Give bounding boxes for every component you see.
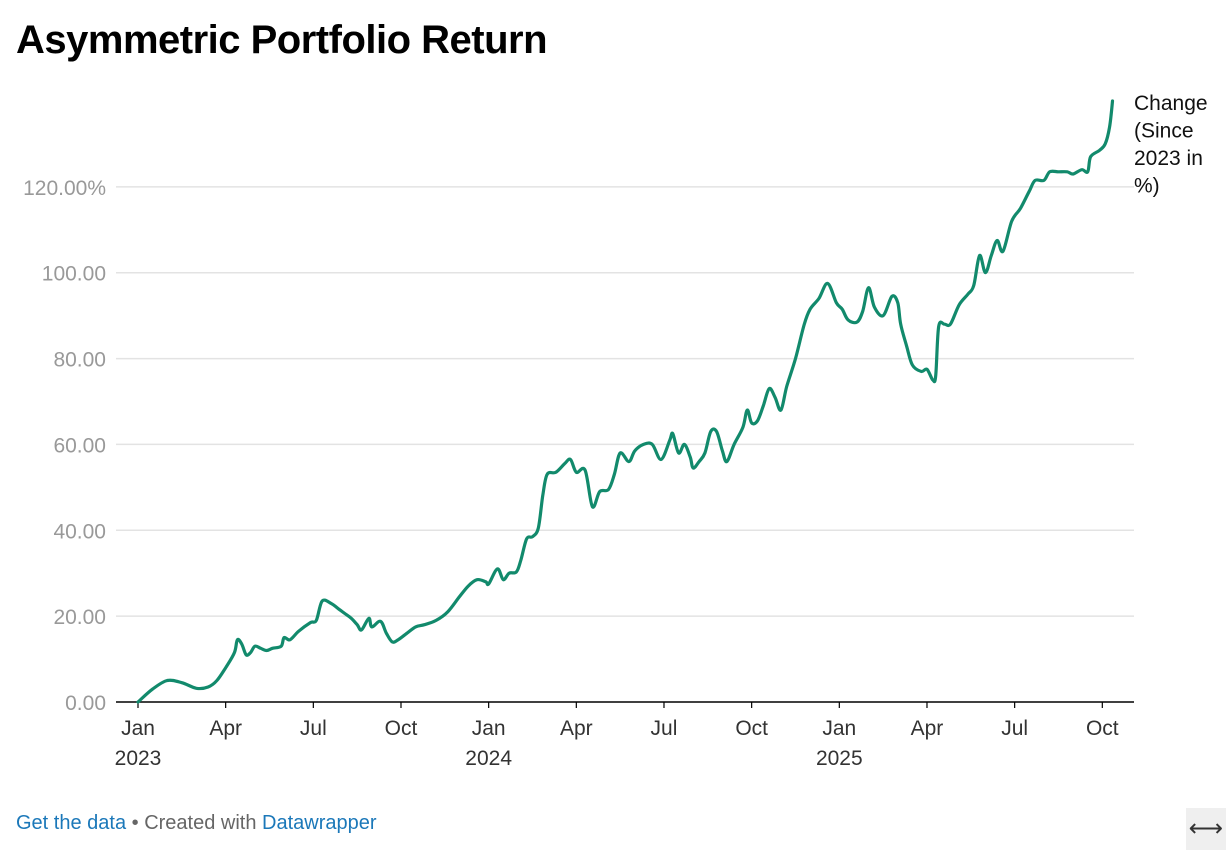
y-tick-label: 80.00 (53, 349, 106, 372)
x-tick-label: Jul (1001, 717, 1028, 740)
series-label-line: 2023 in (1134, 147, 1203, 170)
x-tick-label: Oct (385, 717, 418, 740)
series-label-line: (Since (1134, 120, 1194, 143)
expand-arrows-icon[interactable]: ⟷ (1186, 808, 1226, 850)
x-tick-year-label: 2023 (115, 747, 162, 770)
x-tick-label: Apr (209, 717, 242, 740)
series-label: Change (Since 2023 in%) (1134, 92, 1208, 198)
series-label-line: Change (1134, 92, 1208, 115)
series-label-line: %) (1134, 175, 1160, 198)
chart-title: Asymmetric Portfolio Return (16, 18, 548, 62)
series-line-change (136, 99, 1115, 704)
x-tick-label: Jan (472, 717, 506, 740)
datawrapper-link[interactable]: Datawrapper (262, 812, 377, 834)
x-tick-label: Jan (822, 717, 856, 740)
x-tick-label: Apr (560, 717, 593, 740)
y-tick-label: 40.00 (53, 520, 106, 543)
y-tick-label: 20.00 (53, 606, 106, 629)
y-tick-label: 0.00 (65, 692, 106, 715)
get-the-data-link[interactable]: Get the data (16, 812, 127, 834)
x-tick-label: Oct (735, 717, 768, 740)
y-tick-label: 100.00 (42, 263, 106, 286)
y-tick-label: 60.00 (53, 434, 106, 457)
x-tick-year-label: 2024 (465, 747, 512, 770)
gridlines (116, 186, 1134, 617)
x-tick-label: Apr (911, 717, 944, 740)
y-axis-ticks: 0.00 20.00 40.00 60.00 80.00 100.00 120.00% (23, 177, 106, 715)
line-chart: 0.00 20.00 40.00 60.00 80.00 100.00 120.00% Ja… (23, 92, 1208, 770)
x-tick-year-label: 2025 (816, 747, 863, 770)
footer-separator: • Created with (126, 812, 263, 834)
footer: Get the data • Created with Datawrapper (16, 812, 377, 835)
x-tick-label: Jul (651, 717, 678, 740)
x-axis-ticks: Jan 2023 Apr Jul Oct Jan 2024 Apr Jul Oct Jan 2025 A… (115, 702, 1119, 770)
x-tick-label: Jan (121, 717, 155, 740)
x-tick-label: Oct (1086, 717, 1119, 740)
y-tick-label: 120.00% (23, 177, 106, 200)
x-tick-label: Jul (300, 717, 327, 740)
